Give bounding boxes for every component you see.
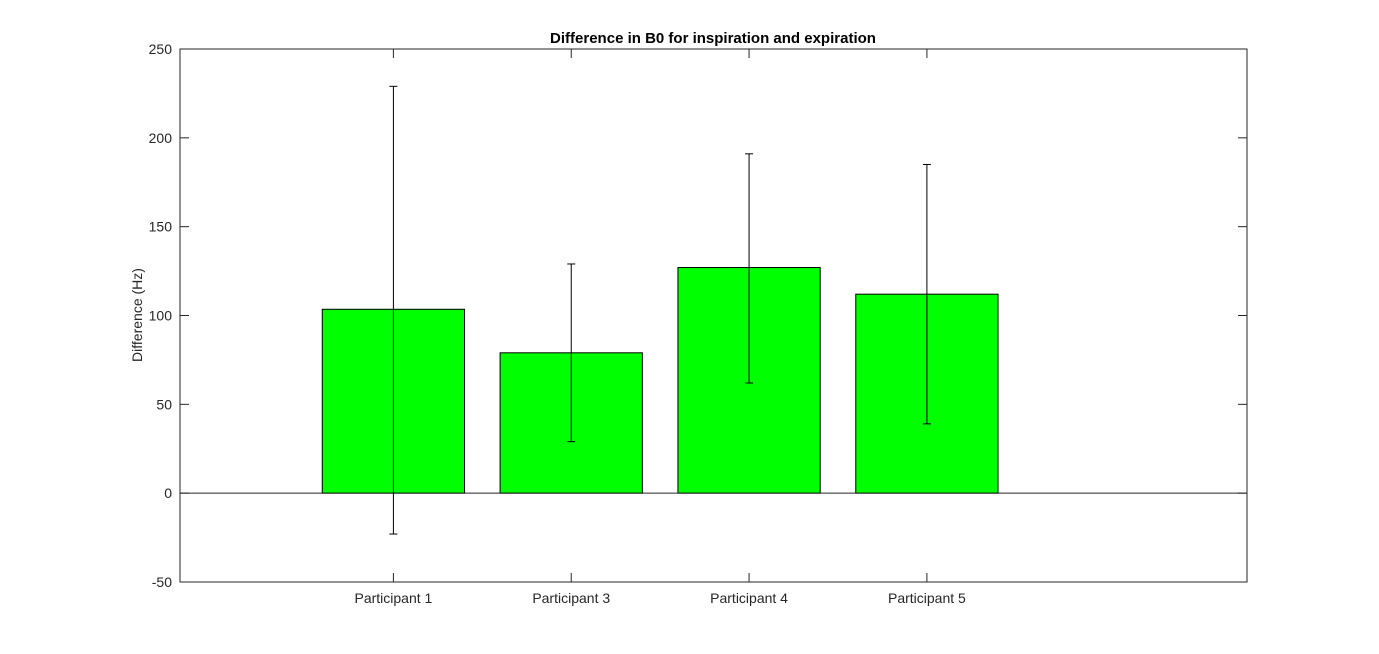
y-tick-label: 250 [149, 41, 173, 57]
plot-area: -50 0 50 100 150 200 250 Participant 1 Participa… [149, 41, 1248, 606]
y-tick-label: 100 [149, 308, 173, 324]
y-tick-label: -50 [152, 574, 172, 590]
y-tick-label: 200 [149, 130, 173, 146]
x-tick-label: Participant 3 [532, 590, 610, 606]
x-tick-label: Participant 4 [710, 590, 788, 606]
x-tick-label: Participant 1 [354, 590, 432, 606]
y-tick-label: 150 [149, 219, 173, 235]
y-tick-label: 50 [156, 396, 172, 412]
chart-title: Difference in B0 for inspiration and exp… [550, 30, 876, 47]
y-axis-label: Difference (Hz) [129, 268, 145, 362]
y-tick-label: 0 [164, 485, 172, 501]
x-tick-label: Participant 5 [888, 590, 966, 606]
